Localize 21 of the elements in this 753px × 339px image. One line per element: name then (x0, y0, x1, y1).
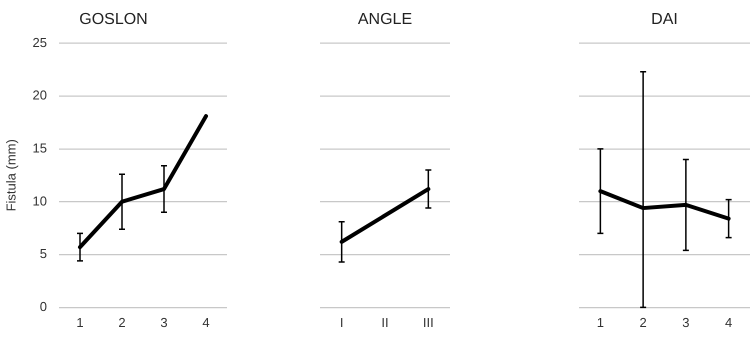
x-tick-label: 1 (76, 314, 84, 330)
x-tick-label: I (340, 314, 344, 330)
x-tick-label: 2 (640, 314, 647, 330)
x-tick-label: 3 (682, 314, 690, 330)
chart-title: ANGLE (358, 11, 412, 28)
x-tick-label: 2 (118, 314, 126, 330)
y-tick-label: 10 (32, 193, 47, 208)
x-tick-label: 4 (725, 314, 732, 330)
x-tick-label: 4 (202, 314, 210, 330)
x-tick-label: III (422, 314, 434, 330)
chart-title: GOSLON (79, 11, 148, 28)
y-tick-label: 20 (32, 88, 47, 103)
y-tick-label: 15 (32, 140, 47, 156)
y-tick-label: 0 (40, 298, 47, 314)
x-tick-label: II (381, 314, 389, 330)
y-axis-title: Fistula (mm) (3, 139, 18, 212)
x-tick-label: 3 (160, 314, 168, 330)
x-tick-label: 1 (596, 314, 604, 330)
y-tick-label: 5 (40, 246, 47, 262)
y-tick-label: 25 (32, 34, 47, 50)
chart-title: DAI (651, 11, 678, 28)
